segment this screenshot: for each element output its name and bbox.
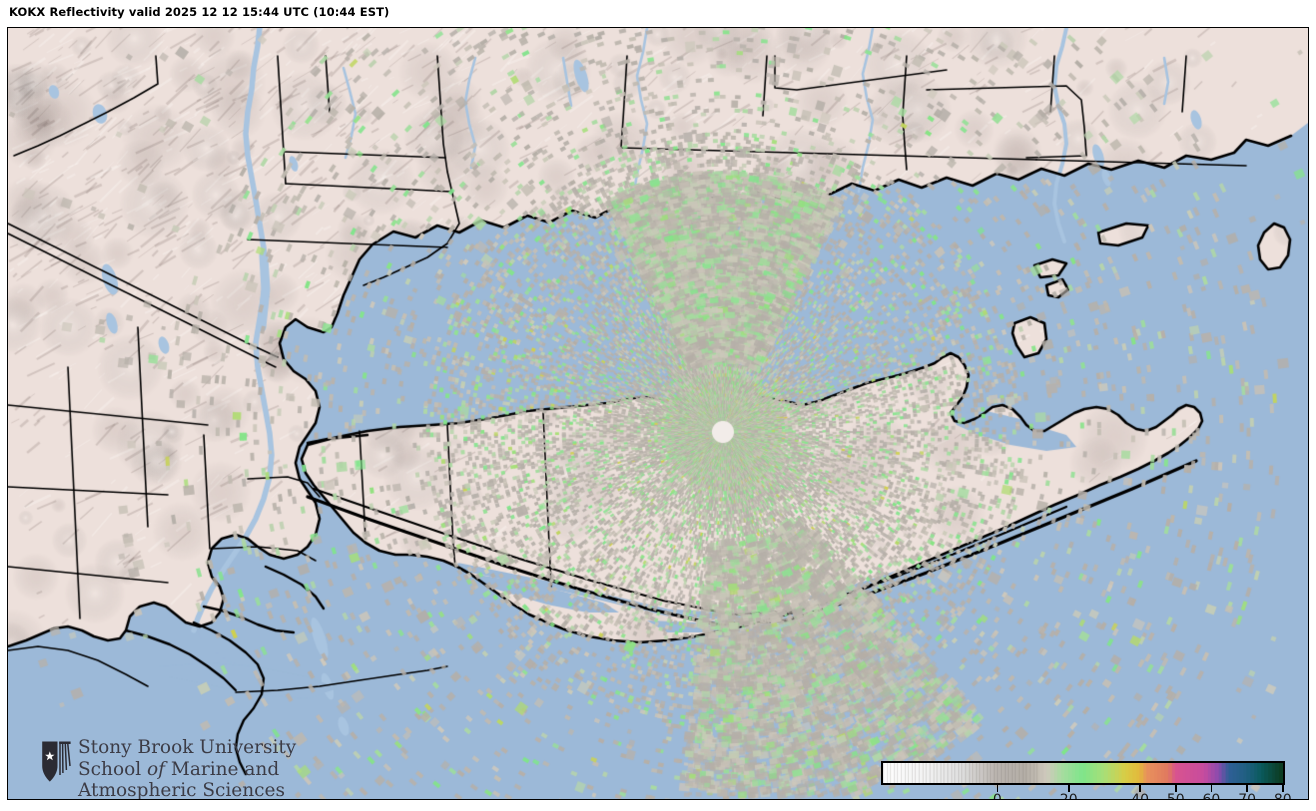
colorbar-tick-40 [1139,785,1141,792]
colorbar-tick-label-70: 70 [1238,792,1257,800]
reflectivity-colorbar[interactable]: 0 20 40 50 60 70 80 [874,753,1292,800]
logo-line-3: Atmospheric Sciences [78,780,285,800]
colorbar-tick-80 [1282,785,1284,792]
colorbar-tick-label-20: 20 [1059,792,1078,800]
colorbar-tick-label-50: 50 [1166,792,1185,800]
logo-line-2-italic: of [147,758,166,780]
logo-line-1: Stony Brook University [78,737,297,758]
colorbar-tick-20 [1067,785,1070,792]
radar-map-panel[interactable]: Stony Brook University School of Marine … [7,27,1309,800]
colorbar-tick-axis: 0 20 40 50 60 70 80 [874,785,1292,800]
logo-text: Stony Brook University School of Marine … [78,737,297,800]
colorbar-gradient-box [881,761,1285,785]
colorbar-tick-label-80: 80 [1273,792,1292,800]
colorbar-tick-label-0: 0 [992,792,1002,800]
colorbar-tick-70 [1246,785,1248,792]
colorbar-tick-60 [1210,785,1213,792]
colorbar-tick-label-40: 40 [1131,792,1149,800]
colorbar-canvas [883,763,1283,783]
shield-star-icon [42,741,71,782]
page-title: KOKX Reflectivity valid 2025 12 12 15:44… [9,5,390,19]
stony-brook-logo: Stony Brook University School of Marine … [41,737,297,800]
logo-line-2-pre: School [78,758,148,780]
radar-reflectivity-overlay [8,28,1308,799]
colorbar-tick-label-60: 60 [1202,792,1221,800]
logo-line-2: School of Marine and [78,759,296,781]
colorbar-tick-0 [996,785,999,792]
logo-line-2-post: Marine and [165,758,280,780]
colorbar-tick-50 [1174,785,1177,792]
